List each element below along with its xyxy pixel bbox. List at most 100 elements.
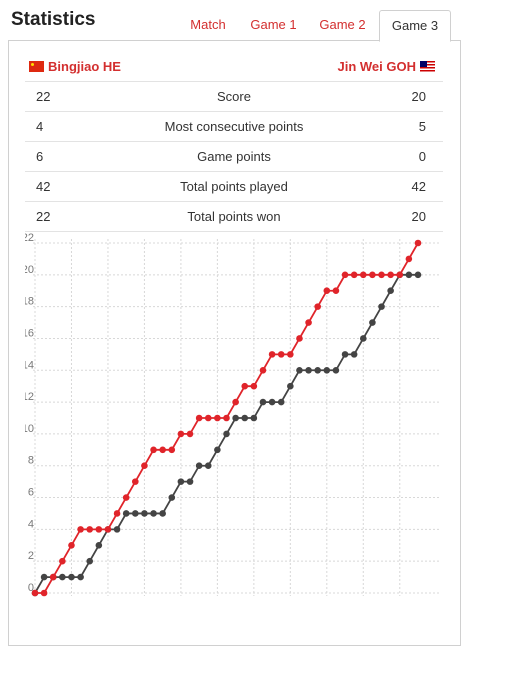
data-point-dark bbox=[59, 573, 66, 581]
data-point-red bbox=[68, 541, 75, 549]
data-point-dark bbox=[287, 382, 294, 390]
stats-table: 22 Score 20 4 Most consecutive points 5 … bbox=[25, 81, 443, 232]
data-point-dark bbox=[214, 446, 221, 454]
tab-game-2[interactable]: Game 2 bbox=[319, 17, 366, 32]
data-point-red bbox=[369, 271, 376, 279]
data-point-red bbox=[159, 446, 166, 454]
data-point-red bbox=[387, 271, 394, 279]
y-tick-label: 4 bbox=[28, 518, 34, 530]
data-point-red bbox=[323, 287, 331, 295]
data-point-dark bbox=[40, 573, 48, 581]
data-point-dark bbox=[95, 541, 103, 549]
data-point-red bbox=[141, 462, 148, 470]
y-tick-label: 16 bbox=[25, 327, 34, 339]
data-point-red bbox=[122, 494, 130, 501]
stat-label: Score bbox=[217, 89, 251, 104]
y-tick-label: 0 bbox=[28, 582, 34, 594]
data-point-dark bbox=[296, 366, 303, 374]
data-point-red bbox=[250, 382, 258, 390]
data-point-red bbox=[405, 255, 413, 263]
stat-left-value: 22 bbox=[36, 89, 51, 104]
data-point-red bbox=[414, 239, 422, 247]
data-point-dark bbox=[414, 271, 422, 279]
y-tick-label: 22 bbox=[25, 232, 34, 244]
player-left-name: Bingjiao HE bbox=[48, 59, 121, 74]
data-point-dark bbox=[350, 351, 358, 358]
y-tick-label: 12 bbox=[25, 391, 34, 403]
y-tick-label: 10 bbox=[25, 423, 34, 435]
data-point-dark bbox=[204, 462, 212, 470]
data-point-dark bbox=[277, 398, 285, 406]
data-point-dark bbox=[223, 430, 230, 438]
data-point-red bbox=[314, 303, 321, 310]
stat-label: Total points won bbox=[187, 209, 281, 224]
stat-right-value: 5 bbox=[418, 119, 426, 134]
y-tick-label: 18 bbox=[25, 296, 34, 308]
data-point-dark bbox=[122, 510, 130, 517]
data-point-red bbox=[214, 414, 221, 422]
data-point-red bbox=[287, 351, 294, 358]
data-point-dark bbox=[132, 510, 139, 517]
data-point-dark bbox=[177, 478, 185, 485]
stat-row-consecutive: 4 Most consecutive points 5 bbox=[25, 111, 443, 141]
data-point-red bbox=[31, 589, 39, 597]
stat-right-value: 42 bbox=[411, 179, 426, 194]
data-point-red bbox=[232, 398, 239, 406]
data-point-dark bbox=[405, 271, 413, 279]
data-point-red bbox=[350, 271, 358, 279]
tab-game-3[interactable]: Game 3 bbox=[379, 10, 451, 42]
data-point-red bbox=[332, 287, 340, 295]
data-point-red bbox=[305, 319, 312, 326]
data-point-dark bbox=[159, 510, 166, 517]
data-point-red bbox=[195, 414, 203, 422]
data-point-red bbox=[396, 271, 404, 279]
data-point-red bbox=[177, 430, 185, 438]
data-point-red bbox=[186, 430, 194, 438]
data-point-dark bbox=[369, 319, 376, 326]
data-point-dark bbox=[86, 557, 94, 565]
data-point-dark bbox=[241, 414, 249, 422]
data-point-red bbox=[223, 414, 230, 422]
score-progression-chart: 0 2 4 6 8 10 12 14 16 18 20 22 bbox=[25, 232, 440, 597]
china-flag-icon bbox=[29, 61, 44, 72]
data-point-red bbox=[268, 351, 276, 358]
data-point-dark bbox=[314, 366, 321, 374]
stat-left-value: 42 bbox=[36, 179, 51, 194]
data-point-dark bbox=[68, 573, 75, 581]
data-point-red bbox=[59, 557, 66, 565]
data-point-dark bbox=[168, 494, 176, 501]
stat-left-value: 6 bbox=[36, 149, 44, 164]
data-point-red bbox=[49, 573, 57, 581]
data-point-dark bbox=[141, 510, 148, 517]
data-point-red bbox=[241, 382, 249, 390]
data-point-red bbox=[150, 446, 157, 454]
stat-row-points-played: 42 Total points played 42 bbox=[25, 171, 443, 201]
data-point-dark bbox=[77, 573, 84, 581]
data-point-red bbox=[104, 526, 112, 533]
y-tick-label: 20 bbox=[25, 264, 34, 276]
player-header: Bingjiao HE Jin Wei GOH bbox=[29, 59, 435, 77]
stat-label: Most consecutive points bbox=[164, 119, 304, 134]
y-tick-label: 2 bbox=[28, 550, 34, 562]
stat-right-value: 20 bbox=[411, 209, 426, 224]
data-point-red bbox=[378, 271, 385, 279]
player-right-name: Jin Wei GOH bbox=[337, 59, 417, 74]
data-point-red bbox=[86, 526, 94, 533]
data-point-dark bbox=[186, 478, 194, 485]
data-point-dark bbox=[332, 366, 340, 374]
stat-left-value: 22 bbox=[36, 209, 51, 224]
stat-row-points-won: 22 Total points won 20 bbox=[25, 201, 443, 232]
data-point-red bbox=[341, 271, 349, 279]
page-title: Statistics bbox=[11, 9, 96, 30]
data-point-red bbox=[296, 335, 303, 342]
data-point-red bbox=[359, 271, 367, 279]
y-tick-label: 8 bbox=[28, 455, 34, 467]
data-point-dark bbox=[268, 398, 276, 406]
data-point-red bbox=[113, 510, 121, 517]
y-tick-label: 6 bbox=[28, 487, 34, 499]
tab-game-1[interactable]: Game 1 bbox=[250, 17, 297, 32]
data-point-dark bbox=[195, 462, 203, 470]
tab-match[interactable]: Match bbox=[190, 17, 226, 32]
data-point-dark bbox=[341, 351, 349, 358]
data-point-red bbox=[259, 366, 267, 374]
